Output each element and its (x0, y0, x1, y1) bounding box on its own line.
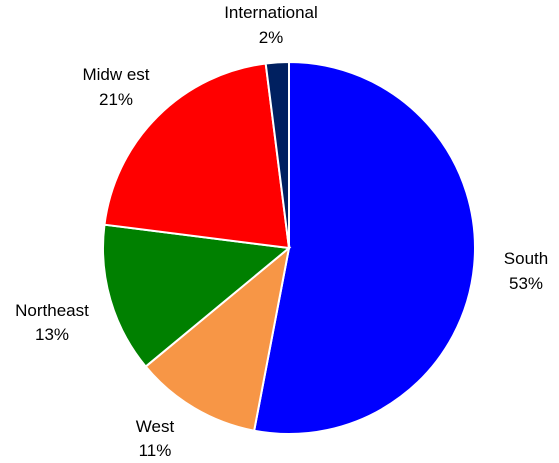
slice-west (144, 245, 291, 432)
label-west-name: West (136, 417, 175, 436)
label-northeast-name: Northeast (15, 301, 89, 320)
label-south-pct: 53% (509, 274, 543, 293)
label-west-pct: 11% (139, 441, 172, 460)
pie-slices (102, 60, 476, 435)
slice-northeast (102, 223, 292, 368)
label-midwest-name: Midw est (82, 65, 149, 84)
slice-south (252, 60, 476, 435)
label-international-name: International (224, 3, 318, 22)
label-northeast-pct: 13% (35, 325, 69, 344)
label-international-pct: 2% (259, 28, 284, 47)
label-south-name: South (504, 249, 548, 268)
slice-international (264, 60, 290, 249)
slice-midwest (103, 62, 291, 250)
label-midwest-pct: 21% (99, 90, 133, 109)
